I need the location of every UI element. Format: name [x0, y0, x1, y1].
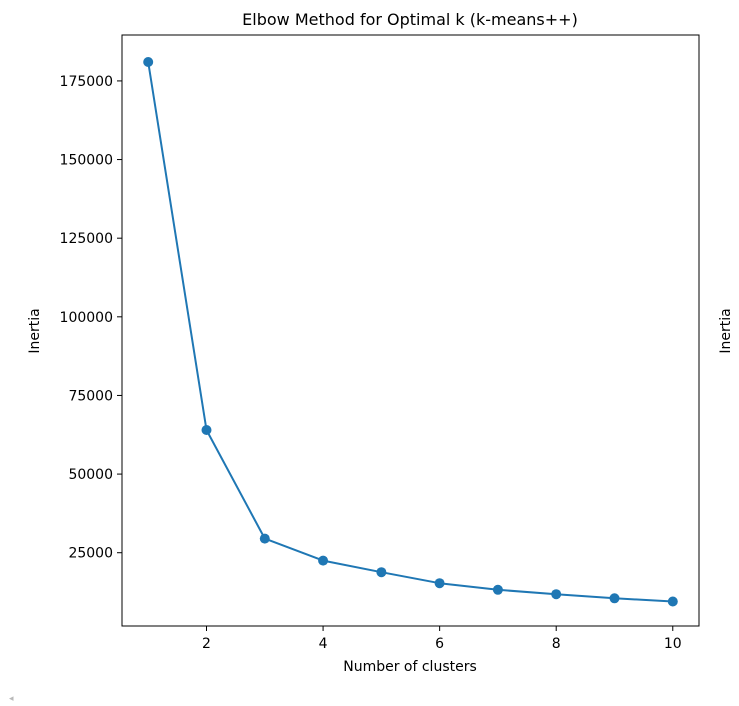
- right-axis-label: Inertia: [718, 308, 734, 353]
- x-axis-label: Number of clusters: [343, 659, 477, 675]
- y-tick-label: 125000: [60, 231, 113, 247]
- y-axis-ticks: 25000 50000 75000 100000 125000 150000 175000: [60, 74, 122, 562]
- series-markers: [143, 57, 678, 607]
- chart-title: Elbow Method for Optimal k (k-means++): [242, 10, 578, 29]
- x-tick-label: 6: [435, 636, 444, 652]
- data-point-k8: [551, 589, 562, 600]
- data-point-k10: [667, 596, 678, 607]
- y-tick-label: 100000: [60, 310, 113, 326]
- data-point-k7: [492, 584, 503, 595]
- series-line-inertia: [147, 61, 674, 603]
- x-tick-label: 8: [552, 636, 561, 652]
- axes-frame: [121, 34, 700, 627]
- x-axis-ticks: 2 4 6 8 10: [202, 626, 682, 652]
- scroll-left-icon[interactable]: ◂: [9, 694, 14, 704]
- y-tick-label: 175000: [60, 74, 113, 90]
- y-tick-label: 150000: [60, 153, 113, 169]
- x-tick-label: 2: [202, 636, 211, 652]
- data-point-k9: [609, 593, 620, 604]
- y-tick-label: 25000: [68, 546, 113, 562]
- x-tick-label: 10: [664, 636, 682, 652]
- x-tick-label: 4: [319, 636, 328, 652]
- data-point-k3: [259, 533, 270, 544]
- data-point-k6: [434, 578, 445, 589]
- data-point-k4: [318, 555, 329, 566]
- y-axis-label: Inertia: [27, 308, 43, 353]
- data-point-k1: [143, 57, 154, 67]
- y-tick-label: 75000: [68, 388, 113, 404]
- data-point-k2: [201, 425, 212, 435]
- y-tick-label: 50000: [68, 467, 113, 483]
- data-point-k5: [376, 567, 387, 578]
